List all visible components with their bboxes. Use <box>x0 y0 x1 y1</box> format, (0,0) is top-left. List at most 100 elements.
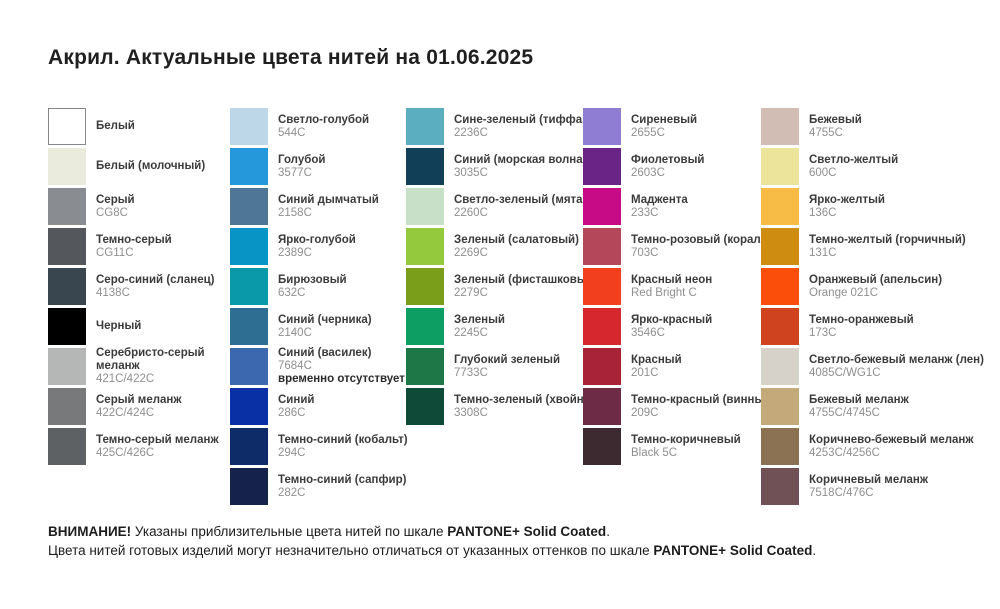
swatch-labels: Светло-бежевый меланж (лен) 4085C/WG1C <box>809 354 984 380</box>
color-swatch <box>761 308 799 345</box>
color-swatch <box>48 228 86 265</box>
pantone-code: 294C <box>278 446 306 459</box>
color-row: Белый <box>48 108 226 145</box>
swatch-labels: Оранжевый (апельсин) Orange 021C <box>809 274 942 300</box>
color-row: Зеленый (фисташковый) 2279C <box>406 268 598 305</box>
color-swatch <box>230 188 268 225</box>
pantone-code: 4138C <box>96 286 130 299</box>
color-swatch <box>230 268 268 305</box>
color-name: Бежевый <box>809 113 862 126</box>
pantone-code: 7733C <box>454 366 488 379</box>
color-row: Светло-бежевый меланж (лен) 4085C/WG1C <box>761 348 984 385</box>
color-row: Светло-желтый 600C <box>761 148 961 185</box>
color-row: Голубой 3577C <box>230 148 408 185</box>
color-name: Темно-красный (винный) <box>631 393 776 406</box>
pantone-code: 7684C <box>278 360 312 372</box>
swatch-labels: Сиреневый 2655C <box>631 114 697 140</box>
color-name: Красный неон <box>631 273 713 286</box>
color-row: Темно-желтый (горчичный) 131C <box>761 228 966 265</box>
color-row: Светло-зеленый (мята) 2260C <box>406 188 586 225</box>
color-swatch <box>583 348 621 385</box>
swatch-labels: Бежевый меланж 4755C/4745C <box>809 394 909 420</box>
pantone-code: 632C <box>278 286 306 299</box>
swatch-labels: Ярко-красный 3546C <box>631 314 712 340</box>
color-swatch <box>761 148 799 185</box>
swatch-labels: Зеленый 2245C <box>454 314 505 340</box>
color-row: Бежевый меланж 4755C/4745C <box>761 388 961 425</box>
color-name: Фиолетовый <box>631 153 705 166</box>
color-name: Бирюзовый <box>278 273 347 286</box>
color-row: Серебристо-серый меланж 421C/422C <box>48 347 226 386</box>
swatch-column: Сине-зеленый (тиффани) 2236C Синий (морска… <box>406 108 604 428</box>
color-name: Ярко-желтый <box>809 193 885 206</box>
color-row: Коричнево-бежевый меланж 4253C/4256C <box>761 428 974 465</box>
swatch-labels: Темно-серый меланж 425C/426C <box>96 434 219 460</box>
color-swatch <box>583 268 621 305</box>
swatch-labels: Сине-зеленый (тиффани) 2236C <box>454 114 600 140</box>
color-name: Глубокий зеленый <box>454 353 561 366</box>
color-name: Синий (черника) <box>278 313 372 326</box>
swatch-labels: Синий (черника) 2140C <box>278 314 372 340</box>
color-row: Глубокий зеленый 7733C <box>406 348 584 385</box>
color-swatch <box>583 388 621 425</box>
color-swatch <box>761 348 799 385</box>
pantone-code: 3546C <box>631 326 665 339</box>
swatch-labels: Красный 201C <box>631 354 682 380</box>
pantone-code: 3577C <box>278 166 312 179</box>
color-swatch <box>48 148 86 185</box>
footer-line-2: Цвета нитей готовых изделий могут незнач… <box>48 543 817 558</box>
pantone-code: 4253C/4256C <box>809 446 880 459</box>
color-name: Зеленый <box>454 313 505 326</box>
pantone-code: 544C <box>278 126 306 139</box>
color-swatch <box>48 388 86 425</box>
footer-line-1: ВНИМАНИЕ! Указаны приблизительные цвета … <box>48 524 610 539</box>
pantone-code: 282C <box>278 486 306 499</box>
color-swatch <box>48 268 86 305</box>
color-swatch <box>583 308 621 345</box>
color-row: Ярко-красный 3546C <box>583 308 761 345</box>
color-swatch <box>583 188 621 225</box>
pantone-code: Black 5C <box>631 446 678 459</box>
color-row: Ярко-голубой 2389C <box>230 228 408 265</box>
pantone-code: 173C <box>809 326 837 339</box>
color-name: Серый <box>96 193 135 206</box>
pantone-code: 3035C <box>454 166 488 179</box>
color-name: Серый меланж <box>96 393 182 406</box>
color-swatch <box>761 388 799 425</box>
color-name: Темно-серый <box>96 233 172 246</box>
swatch-labels: Красный неон Red Bright C <box>631 274 712 300</box>
pantone-code: 4085C/WG1C <box>809 366 881 379</box>
color-swatch <box>583 428 621 465</box>
swatch-labels: Коричневый меланж 7518C/476C <box>809 474 928 500</box>
color-row: Белый (молочный) <box>48 148 226 185</box>
swatch-labels: Серебристо-серый меланж 421C/422C <box>96 347 216 386</box>
color-name: Синий (морская волна) <box>454 153 587 166</box>
swatch-labels: Серо-синий (сланец) 4138C <box>96 274 215 300</box>
swatch-labels: Маджента 233C <box>631 194 688 220</box>
pantone-code: 286C <box>278 406 306 419</box>
pantone-code: 131C <box>809 246 837 259</box>
color-name: Темно-розовый (коралл) <box>631 233 772 246</box>
pantone-code: 2140C <box>278 326 312 339</box>
color-name: Ярко-красный <box>631 313 713 326</box>
pantone-code: 2260C <box>454 206 488 219</box>
color-row: Синий (морская волна) 3035C <box>406 148 587 185</box>
color-row: Синий (василек) 7684C временно отсутствует <box>230 347 408 385</box>
color-name: Красный <box>631 353 682 366</box>
color-swatch <box>230 348 268 385</box>
color-row: Коричневый меланж 7518C/476C <box>761 468 961 505</box>
color-swatch <box>48 108 86 145</box>
color-row: Темно-синий (сапфир) 282C <box>230 468 408 505</box>
color-row: Серый меланж 422C/424C <box>48 388 226 425</box>
pantone-code: Orange 021C <box>809 286 879 299</box>
color-name: Синий (василек) <box>278 347 372 359</box>
color-row: Темно-оранжевый 173C <box>761 308 961 345</box>
color-row: Красный неон Red Bright C <box>583 268 761 305</box>
color-swatch <box>583 228 621 265</box>
color-name: Темно-оранжевый <box>809 313 914 326</box>
color-name: Коричнево-бежевый меланж <box>809 433 974 446</box>
color-row: Темно-зеленый (хвойный) 3308C <box>406 388 604 425</box>
pantone-code: 201C <box>631 366 659 379</box>
color-name: Белый (молочный) <box>96 160 206 172</box>
